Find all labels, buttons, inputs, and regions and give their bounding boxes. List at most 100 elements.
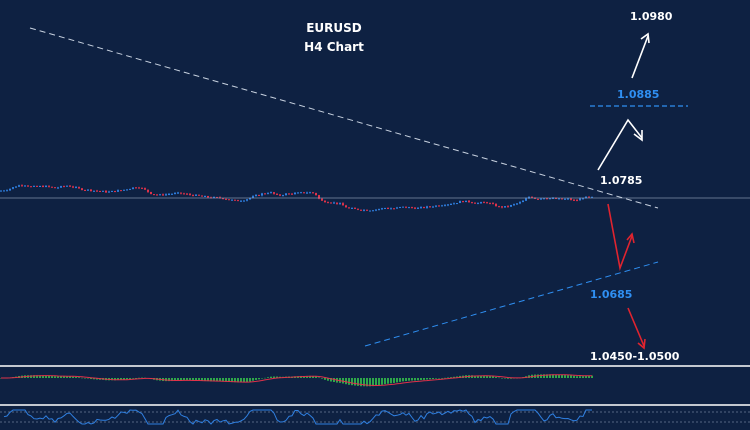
macd-bar bbox=[252, 378, 254, 381]
candle-body bbox=[72, 186, 74, 188]
candle-body bbox=[162, 194, 164, 196]
candle-body bbox=[6, 190, 8, 192]
candle-body bbox=[15, 186, 17, 188]
macd-bar bbox=[588, 375, 590, 378]
candle-body bbox=[432, 206, 434, 208]
macd-bar bbox=[435, 378, 437, 379]
bear-arrow-pullback bbox=[607, 203, 633, 271]
candle-body bbox=[246, 199, 248, 201]
candle-body bbox=[159, 194, 161, 196]
macd-bar bbox=[348, 378, 350, 385]
candles bbox=[0, 184, 593, 212]
bull-arrow-target bbox=[631, 35, 649, 79]
candle-body bbox=[18, 185, 20, 187]
candle-body bbox=[243, 200, 245, 202]
candle-body bbox=[303, 192, 305, 194]
macd-bar bbox=[255, 378, 257, 380]
candle-body bbox=[33, 185, 35, 187]
macd-bar bbox=[117, 378, 119, 381]
macd-bar bbox=[174, 378, 176, 381]
candle-body bbox=[240, 200, 242, 202]
macd-bar bbox=[438, 378, 440, 379]
candle-body bbox=[312, 192, 314, 194]
candle-body bbox=[231, 199, 233, 201]
macd-bar bbox=[579, 376, 581, 378]
macd-bar bbox=[240, 378, 242, 383]
candle-body bbox=[360, 209, 362, 211]
macd-bar bbox=[225, 378, 227, 382]
macd-bar bbox=[138, 377, 140, 379]
macd-bar bbox=[540, 374, 542, 378]
candle-body bbox=[351, 207, 353, 209]
candle-body bbox=[51, 186, 53, 188]
candle-body bbox=[495, 203, 497, 207]
macd-bar bbox=[393, 378, 395, 383]
macd-bar bbox=[318, 377, 320, 378]
candle-body bbox=[90, 189, 92, 192]
macd-bar bbox=[453, 376, 455, 378]
macd-bar bbox=[33, 375, 35, 378]
candle-body bbox=[45, 185, 47, 187]
candle-body bbox=[420, 207, 422, 209]
macd-bar bbox=[51, 375, 53, 378]
macd-bar bbox=[192, 378, 194, 381]
candle-body bbox=[447, 204, 449, 206]
macd-bar bbox=[369, 378, 371, 387]
candle-body bbox=[327, 202, 329, 204]
bull-arrow-head-2 bbox=[640, 32, 650, 44]
candle-body bbox=[180, 192, 182, 194]
macd-bar bbox=[87, 378, 89, 379]
candle-body bbox=[267, 193, 269, 195]
candle-body bbox=[168, 193, 170, 195]
macd-bar bbox=[243, 378, 245, 383]
candle-body bbox=[504, 206, 506, 208]
macd-bar bbox=[177, 378, 179, 381]
candle-body bbox=[501, 206, 503, 208]
macd-bar bbox=[237, 378, 239, 383]
candle-body bbox=[261, 193, 263, 196]
macd-bar bbox=[399, 378, 401, 382]
bull-arrow-head-1 bbox=[633, 130, 643, 142]
candle-body bbox=[234, 199, 236, 201]
candle-body bbox=[156, 194, 158, 196]
macd-bar bbox=[171, 378, 173, 382]
candle-body bbox=[57, 187, 59, 189]
candle-body bbox=[273, 192, 275, 194]
macd-bar bbox=[414, 378, 416, 381]
macd-bar bbox=[186, 378, 188, 381]
level-label-1-0980: 1.0980 bbox=[630, 10, 673, 23]
candle-body bbox=[576, 199, 578, 201]
candle-body bbox=[561, 198, 563, 200]
candle-body bbox=[450, 204, 452, 206]
macd-bar bbox=[507, 378, 509, 379]
macd-bar bbox=[366, 378, 368, 387]
macd-bar bbox=[30, 375, 32, 378]
candle-body bbox=[222, 198, 224, 200]
candle-body bbox=[192, 194, 194, 196]
macd-bar bbox=[474, 375, 476, 378]
macd-bar bbox=[555, 374, 557, 378]
candle-body bbox=[408, 207, 410, 209]
candle-body bbox=[60, 186, 62, 188]
macd-bar bbox=[219, 378, 221, 382]
macd-bar bbox=[405, 378, 407, 382]
candle-body bbox=[36, 185, 38, 187]
candle-body bbox=[513, 204, 515, 206]
candle-body bbox=[384, 208, 386, 210]
candle-body bbox=[279, 194, 281, 196]
candle-body bbox=[531, 196, 533, 198]
macd-bar bbox=[486, 375, 488, 378]
candle-body bbox=[324, 200, 326, 203]
macd-bar bbox=[246, 378, 248, 383]
bullish-scenario-arrows bbox=[597, 32, 650, 171]
macd-bar bbox=[450, 377, 452, 378]
ascending-trendline bbox=[364, 261, 659, 347]
macd-bar bbox=[384, 378, 386, 385]
candle-body bbox=[183, 193, 185, 195]
descending-trendline bbox=[29, 27, 659, 209]
macd-bar bbox=[354, 378, 356, 386]
candle-body bbox=[114, 190, 116, 192]
candle-body bbox=[87, 189, 89, 191]
macd-bar bbox=[564, 375, 566, 378]
candle-body bbox=[297, 192, 299, 194]
